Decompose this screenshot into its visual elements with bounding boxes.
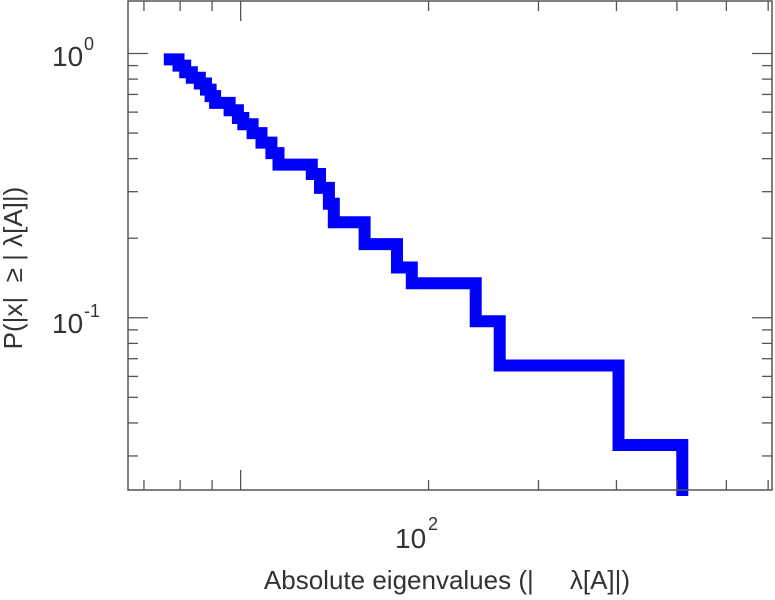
ticks-layer bbox=[128, 1, 772, 490]
x-tick-label-1-exp: 2 bbox=[428, 514, 438, 534]
plot-frame bbox=[127, 0, 773, 491]
y-tick-label-1-exp: 0 bbox=[84, 34, 94, 54]
y-axis-title: P(|x| ≥ | λ[A]|) bbox=[0, 187, 28, 350]
series-layer bbox=[163, 53, 689, 496]
x-tick-label-1-base: 10 bbox=[395, 523, 426, 554]
y-tick-label-1-base: 10 bbox=[52, 41, 83, 72]
y-tick-label-2-base: 10 bbox=[52, 308, 83, 339]
series-line-1 bbox=[163, 53, 689, 496]
y-tick-label-2-exp: -1 bbox=[84, 301, 100, 321]
x-axis-title: Absolute eigenvalues (| λ[A]|) bbox=[264, 565, 630, 595]
